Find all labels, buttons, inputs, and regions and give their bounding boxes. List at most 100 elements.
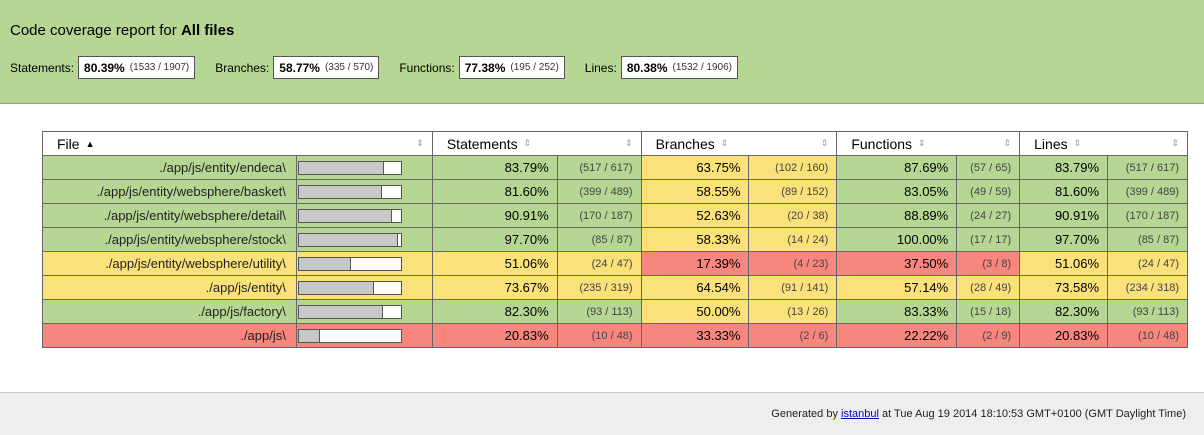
coverage-bar-cell (295, 227, 433, 252)
file-path-link[interactable]: ./app/js/entity/websphere/detail\ (42, 203, 297, 228)
metric-statements: Statements: 80.39% (1533 / 1907) (10, 56, 196, 79)
metrics-summary: Statements: 80.39% (1533 / 1907) Branche… (10, 56, 758, 79)
coverage-fraction: (235 / 319) (556, 275, 642, 300)
coverage-bar (297, 304, 402, 319)
coverage-bar-fill (298, 185, 383, 198)
coverage-pct: 81.60% (431, 179, 558, 204)
coverage-fraction: (85 / 87) (556, 227, 642, 252)
coverage-fraction: (10 / 48) (556, 323, 642, 348)
coverage-fraction: (17 / 17) (956, 227, 1021, 252)
coverage-fraction: (15 / 18) (956, 299, 1021, 324)
coverage-pct: 97.70% (431, 227, 558, 252)
coverage-fraction: (399 / 489) (1107, 179, 1188, 204)
coverage-bar-cell (295, 323, 433, 348)
coverage-fraction: (89 / 152) (748, 179, 838, 204)
coverage-fraction: (20 / 38) (748, 203, 838, 228)
coverage-bar-cell (295, 155, 433, 180)
column-header-branches[interactable]: Branches ⇕ ⇕ (640, 131, 838, 156)
table-row: ./app/js/entity/websphere/basket\ 81.60%(… (42, 179, 1188, 204)
file-path-link[interactable]: ./app/js/entity\ (42, 275, 297, 300)
coverage-pct: 82.30% (431, 299, 558, 324)
title-target: All files (180, 22, 235, 39)
coverage-pct: 83.79% (431, 155, 558, 180)
coverage-fraction: (399 / 489) (556, 179, 642, 204)
sort-icon: ⇕ (820, 138, 829, 148)
coverage-bar-cell (295, 203, 433, 228)
coverage-pct: 83.79% (1019, 155, 1109, 180)
column-label: Statements (446, 135, 518, 152)
column-header-lines[interactable]: Lines ⇕ ⇕ (1019, 131, 1188, 156)
coverage-fraction: (102 / 160) (748, 155, 838, 180)
coverage-pct: 50.00% (640, 299, 750, 324)
coverage-pct: 90.91% (1019, 203, 1109, 228)
coverage-pct: 57.14% (836, 275, 958, 300)
metric-box: 80.38% (1532 / 1906) (620, 56, 739, 79)
coverage-pct: 20.83% (1019, 323, 1109, 348)
summary-header: Code coverage report for All files State… (0, 0, 1204, 104)
coverage-fraction: (517 / 617) (556, 155, 642, 180)
page-title: Code coverage report for All files (10, 22, 234, 39)
coverage-bar (297, 160, 402, 175)
sort-ascending-icon: ▲ (85, 138, 95, 149)
file-path-link[interactable]: ./app/js/entity/websphere/utility\ (42, 251, 297, 276)
metric-branches: Branches: 58.77% (335 / 570) (215, 56, 380, 79)
sort-icon: ⇕ (1003, 138, 1012, 148)
coverage-pct: 51.06% (1019, 251, 1109, 276)
coverage-fraction: (91 / 141) (748, 275, 838, 300)
footer-generated-by: Generated by (771, 408, 838, 420)
sort-icon: ⇕ (1171, 138, 1179, 148)
metric-label: Functions: (399, 60, 455, 75)
column-header-statements[interactable]: Statements ⇕ ⇕ (431, 131, 642, 156)
column-label: Lines (1034, 135, 1068, 152)
coverage-fraction: (13 / 26) (748, 299, 838, 324)
metric-label: Lines: (584, 60, 617, 75)
metric-frac: (195 / 252) (510, 62, 559, 73)
coverage-bar-fill (298, 257, 351, 270)
coverage-pct: 73.58% (1019, 275, 1109, 300)
coverage-bar-fill (298, 233, 399, 246)
coverage-bar-fill (298, 305, 383, 318)
coverage-bar-fill (298, 329, 321, 342)
file-path-link[interactable]: ./app/js/entity/websphere/basket\ (42, 179, 297, 204)
coverage-bar (297, 232, 402, 247)
coverage-fraction: (3 / 8) (956, 251, 1021, 276)
coverage-pct: 82.30% (1019, 299, 1109, 324)
table-row: ./app/js/entity/websphere/utility\ 51.06%… (42, 251, 1188, 276)
coverage-pct: 100.00% (836, 227, 958, 252)
sort-icon: ⇕ (720, 138, 729, 148)
coverage-fraction: (28 / 49) (956, 275, 1021, 300)
coverage-fraction: (10 / 48) (1107, 323, 1188, 348)
file-path-link[interactable]: ./app/js/entity/websphere/stock\ (42, 227, 297, 252)
file-path-link[interactable]: ./app/js\ (42, 323, 297, 348)
coverage-pct: 52.63% (640, 203, 750, 228)
file-path-link[interactable]: ./app/js/entity/endeca\ (42, 155, 297, 180)
coverage-fraction: (57 / 65) (956, 155, 1021, 180)
metric-box: 77.38% (195 / 252) (458, 56, 565, 79)
coverage-pct: 90.91% (431, 203, 558, 228)
coverage-bar-cell (295, 275, 433, 300)
metric-box: 80.39% (1533 / 1907) (78, 56, 196, 79)
table-row: ./app/js/entity/websphere/stock\ 97.70% (8… (42, 227, 1188, 252)
coverage-fraction: (93 / 113) (556, 299, 642, 324)
coverage-fraction: (4 / 23) (748, 251, 838, 276)
table-row: ./app/js/factory\ 82.30% (93 / 113) 50.00%(… (42, 299, 1188, 324)
coverage-pct: 83.33% (836, 299, 958, 324)
metric-pct: 80.39% (84, 60, 125, 75)
table-row: ./app/js/entity/endeca\ 83.79% (517 / 617)… (42, 155, 1188, 180)
istanbul-link[interactable]: istanbul (841, 408, 879, 420)
coverage-bar (297, 328, 402, 343)
metric-label: Statements: (10, 60, 75, 75)
coverage-bar-cell (295, 299, 433, 324)
coverage-pct: 83.05% (836, 179, 958, 204)
metric-box: 58.77% (335 / 570) (273, 56, 380, 79)
coverage-bar-fill (298, 161, 385, 174)
coverage-bar (297, 280, 402, 295)
coverage-pct: 51.06% (431, 251, 558, 276)
sort-icon: ⇕ (523, 138, 532, 148)
file-path-link[interactable]: ./app/js/factory\ (42, 299, 297, 324)
column-header-functions[interactable]: Functions ⇕ ⇕ (836, 131, 1021, 156)
coverage-pct: 64.54% (640, 275, 750, 300)
column-header-file[interactable]: File ▲ ⇕ (42, 131, 433, 156)
footer-timestamp: at Tue Aug 19 2014 18:10:53 GMT+0100 (GM… (882, 408, 1186, 420)
sort-icon: ⇕ (416, 138, 424, 148)
